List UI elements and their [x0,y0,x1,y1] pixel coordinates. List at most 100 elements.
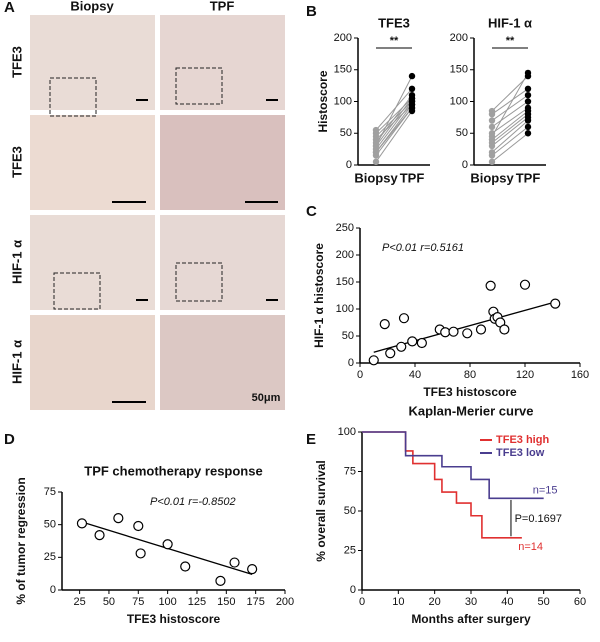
y-tick-label: 25 [344,544,356,556]
point [519,279,531,290]
point [379,319,390,330]
x-tick-label: 75 [132,596,144,608]
chart-title: Kaplan-Merier curve [409,403,534,418]
panel-label: C [306,203,317,220]
x-tick-label: 20 [429,596,441,608]
x-tick-label: 120 [516,369,534,381]
point [180,561,191,572]
x-tick-label: 0 [359,596,365,608]
point [398,313,410,324]
y-tick-label: 50 [340,127,352,139]
x-tick-label: 160 [571,369,589,381]
y-tick-label: 200 [334,32,352,44]
x-tick-label: 25 [73,596,85,608]
point [133,520,144,532]
legend-label: TFE3 low [496,447,545,459]
y-tick-label: 50 [456,127,468,139]
pair-line [491,72,529,137]
point [408,85,416,93]
point [524,69,532,77]
y-tick-label: 200 [450,32,468,44]
row-label: HIF-1 α [9,240,24,284]
x-tick-label: 125 [188,596,206,608]
chart-title: HIF-1 α [488,15,532,30]
pair-line [491,113,529,144]
y-axis-label: HIF-1 α histoscore [312,243,326,348]
y-axis-label: % of tumor regression [14,477,28,604]
y-tick-label: 200 [336,249,354,261]
micrograph [30,215,155,310]
point [215,575,226,586]
y-tick-label: 50 [344,505,356,517]
point [524,91,532,99]
point [488,133,496,140]
pair-line [375,107,413,153]
row-label: TFE3 [9,146,24,178]
x-tick-label: 10 [392,596,404,608]
panel-label: E [306,431,316,448]
x-tick-label: 150 [217,596,235,608]
point [488,117,496,124]
x-axis-label: TFE3 histoscore [127,612,221,626]
y-tick-label: 250 [336,222,354,234]
point [499,324,510,335]
survival-curve [362,431,544,500]
x-tick-label: 175 [246,596,264,608]
point [550,298,561,309]
point [162,539,173,550]
point [475,324,487,335]
scale-label: 50μm [252,392,281,404]
zoom-box [175,67,223,105]
annotation: n=14 [518,541,543,553]
y-tick-label: 50 [44,519,56,531]
point [462,328,473,339]
y-axis-label: % overall survival [314,460,328,561]
row-label: HIF-1 α [9,340,24,384]
point [488,149,496,156]
point [408,72,416,80]
point [407,336,418,347]
x-axis-label: TFE3 histoscore [423,385,517,399]
y-tick-label: 100 [450,95,468,107]
x-tick-label: Biopsy [354,170,398,185]
point [229,557,240,568]
column-label: Biopsy [70,0,114,13]
point [408,104,416,112]
pair-line [375,110,413,163]
point [368,355,379,366]
y-tick-label: 150 [334,64,352,76]
y-tick-label: 0 [348,357,354,369]
pair-line [375,75,413,147]
y-tick-label: 0 [346,159,352,171]
significance: ** [390,35,399,47]
pair-line [375,88,413,131]
point [524,130,532,137]
pair-line [375,101,413,137]
significance: ** [506,35,515,47]
pair-line [375,97,413,134]
point [440,327,451,338]
x-tick-label: 50 [538,596,550,608]
point [524,123,532,131]
point [488,123,496,131]
y-tick-label: 0 [350,584,356,596]
pair-line [491,94,529,121]
y-tick-label: 75 [44,486,56,498]
y-tick-label: 50 [342,330,354,342]
y-tick-label: 150 [450,64,468,76]
x-tick-label: 200 [276,596,294,608]
pair-line [491,110,529,140]
x-tick-label: 30 [465,596,477,608]
point [485,280,496,291]
pair-line [491,107,529,134]
x-tick-label: 0 [357,369,363,381]
panel-label: B [306,3,317,20]
micrograph [160,315,285,410]
annotation: P<0.01 r=-0.8502 [150,496,236,508]
y-tick-label: 100 [334,95,352,107]
micrograph [160,115,285,210]
point [488,158,496,166]
point [94,530,105,541]
panel-label: A [4,0,15,16]
